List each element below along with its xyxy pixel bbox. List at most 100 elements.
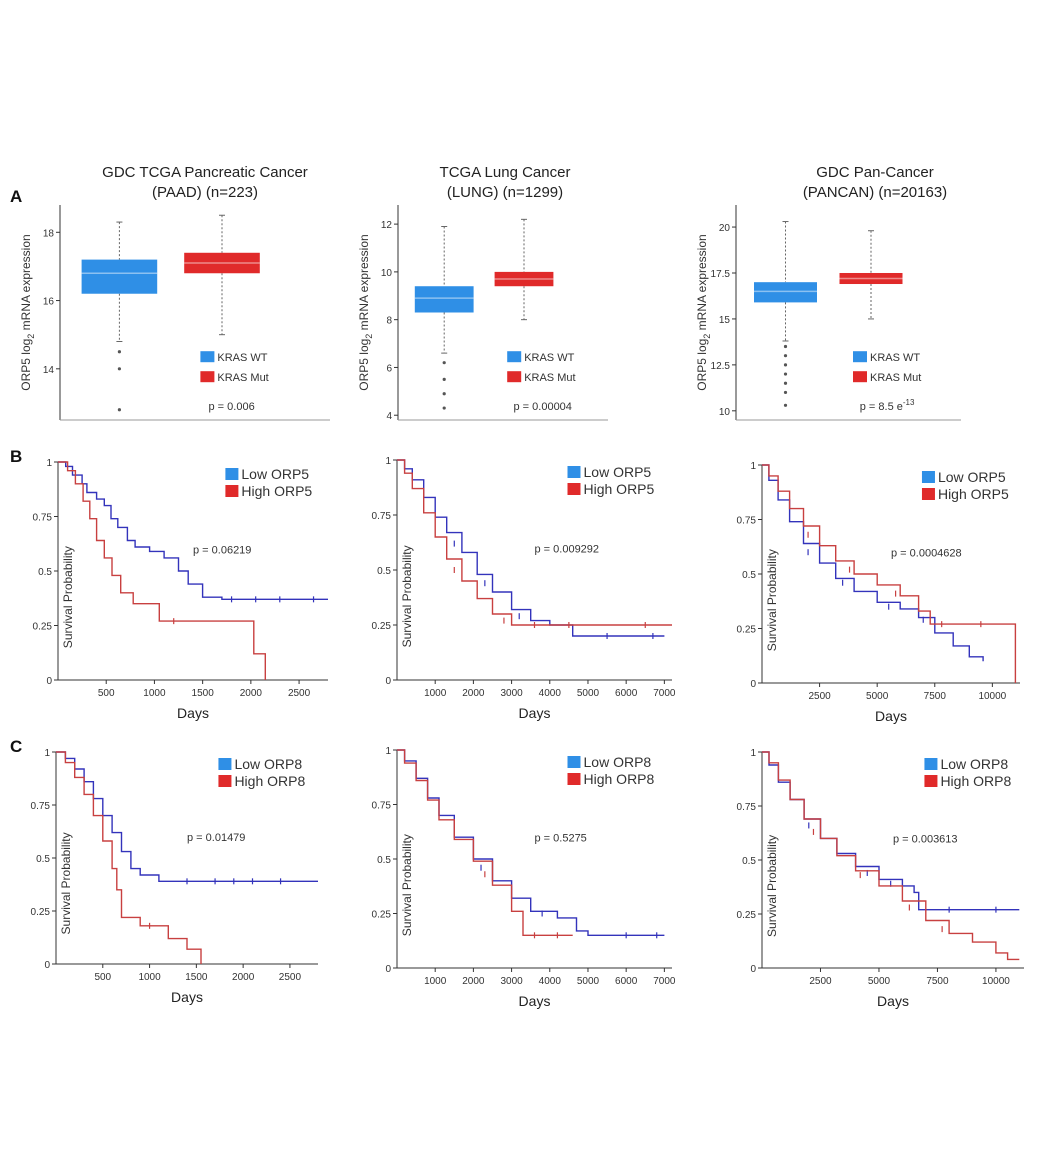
y-tick-label: 12.5 [711,361,731,372]
y-axis-label-part: mRNA expression [357,234,371,333]
km-curve-low [762,464,984,662]
legend-label: High ORP8 [234,773,305,789]
legend-swatch [921,488,935,500]
km-chart-orp8-lung: 0 0.25 0.5 0.75 1 1000 2000 3000 4000 5000 6000 700… [372,746,676,1009]
y-tick-label: 1 [385,456,391,467]
y-axis-label: Survival Probability [61,546,75,648]
box-kras-wt [81,259,158,294]
x-axis-label: Days [519,705,551,721]
y-tick-label: 12 [381,220,393,231]
y-tick-label: 0.25 [737,910,757,921]
outlier-point [783,354,788,358]
y-tick-label: 0.75 [33,513,53,524]
legend-label: Low ORP5 [938,469,1006,485]
x-tick-label: 5000 [577,688,600,699]
km-curve-high [762,464,1017,683]
p-value: p = 0.003613 [893,834,958,846]
outlier-point [117,350,121,354]
y-tick-label: 0.5 [377,566,391,577]
x-tick-label: 1000 [143,688,166,699]
chart-subtitle: (PANCAN) (n=20163) [803,184,947,201]
legend-swatch [567,483,581,495]
x-tick-label: 10000 [978,691,1006,702]
legend-swatch [853,371,867,383]
y-axis-label-part: ORP5 log [695,339,709,391]
y-axis-label-subscript: 2 [702,334,712,339]
y-tick-label: 0.75 [737,516,757,527]
legend-swatch [225,468,239,480]
x-tick-label: 2000 [240,688,263,699]
legend-label: Low ORP5 [584,464,652,480]
y-tick-label: 8 [386,316,392,327]
legend-label: KRAS Mut [217,372,268,384]
x-tick-label: 7500 [924,691,947,702]
y-axis-label: Survival Probability [400,834,414,936]
y-tick-label: 1 [44,748,50,759]
y-axis-label: Survival Probability [400,545,414,647]
x-tick-label: 2500 [808,691,831,702]
x-tick-label: 7000 [653,688,676,699]
km-curve-high [56,751,202,964]
p-value: p = 8.5 e-13 [860,398,915,413]
legend-label: KRAS Mut [870,372,921,384]
x-axis-label: Days [877,993,909,1009]
y-axis-label-subscript: 2 [26,334,36,339]
outlier-point [783,363,788,367]
y-tick-label: 0.25 [737,625,757,636]
legend-swatch [218,758,232,770]
legend-label: Low ORP8 [940,756,1008,772]
km-curve-high [58,461,266,680]
x-axis-label: Days [875,708,907,724]
y-tick-label: 0.25 [372,910,392,921]
outlier-point [783,390,788,395]
x-tick-label: 500 [98,688,115,699]
y-tick-label: 0 [750,679,756,690]
outlier-point [783,372,788,376]
x-tick-label: 2500 [279,972,302,983]
legend-swatch [225,485,239,497]
y-tick-label: 0.75 [372,801,392,812]
box-kras-mut [494,271,554,287]
legend-label: KRAS WT [217,352,267,364]
legend-swatch [924,775,938,787]
x-tick-label: 1000 [424,976,447,987]
chart-title: GDC Pan-Cancer [816,164,934,181]
x-tick-label: 3000 [500,688,523,699]
y-axis-label-part: mRNA expression [19,234,33,333]
x-axis-label: Days [519,993,551,1009]
x-tick-label: 7500 [926,976,949,987]
panel-label-c: C [10,737,22,756]
x-tick-label: 4000 [539,688,562,699]
legend-label: Low ORP8 [584,754,652,770]
chart-subtitle: (PAAD) (n=223) [152,184,258,201]
x-tick-label: 1500 [185,972,208,983]
y-tick-label: 0.75 [372,511,392,522]
y-tick-label: 4 [386,411,392,422]
box-kras-mut [184,252,260,274]
y-tick-label: 0.5 [38,567,52,578]
p-value-base: p = 8.5 e [860,401,903,413]
x-axis-label: Days [177,705,209,721]
legend-swatch [567,773,581,785]
chart-title: GDC TCGA Pancreatic Cancer [102,164,308,181]
y-tick-label: 0 [385,676,391,687]
box-chart-lung: TCGA Lung Cancer (LUNG) (n=1299) 4 6 8 10 12 OR… [357,164,608,422]
y-axis-label: ORP5 log2 mRNA expression [19,234,36,390]
y-axis-label-subscript: 2 [364,334,374,339]
legend-swatch [200,351,215,363]
km-chart-orp8-pancan: 0 0.25 0.5 0.75 1 2500 5000 7500 10000 Survival P… [737,748,1024,1009]
y-tick-label: 0 [750,964,756,975]
p-value: p = 0.009292 [535,543,600,555]
x-tick-label: 500 [94,972,111,983]
x-tick-label: 5000 [577,976,600,987]
p-value: p = 0.5275 [535,833,587,845]
y-tick-label: 17.5 [711,269,731,280]
y-tick-label: 0.5 [36,854,50,865]
km-curve-low [397,459,665,637]
p-value: p = 0.00004 [514,401,572,413]
y-axis-label: Survival Probability [765,835,779,937]
legend-label: Low ORP8 [234,756,302,772]
